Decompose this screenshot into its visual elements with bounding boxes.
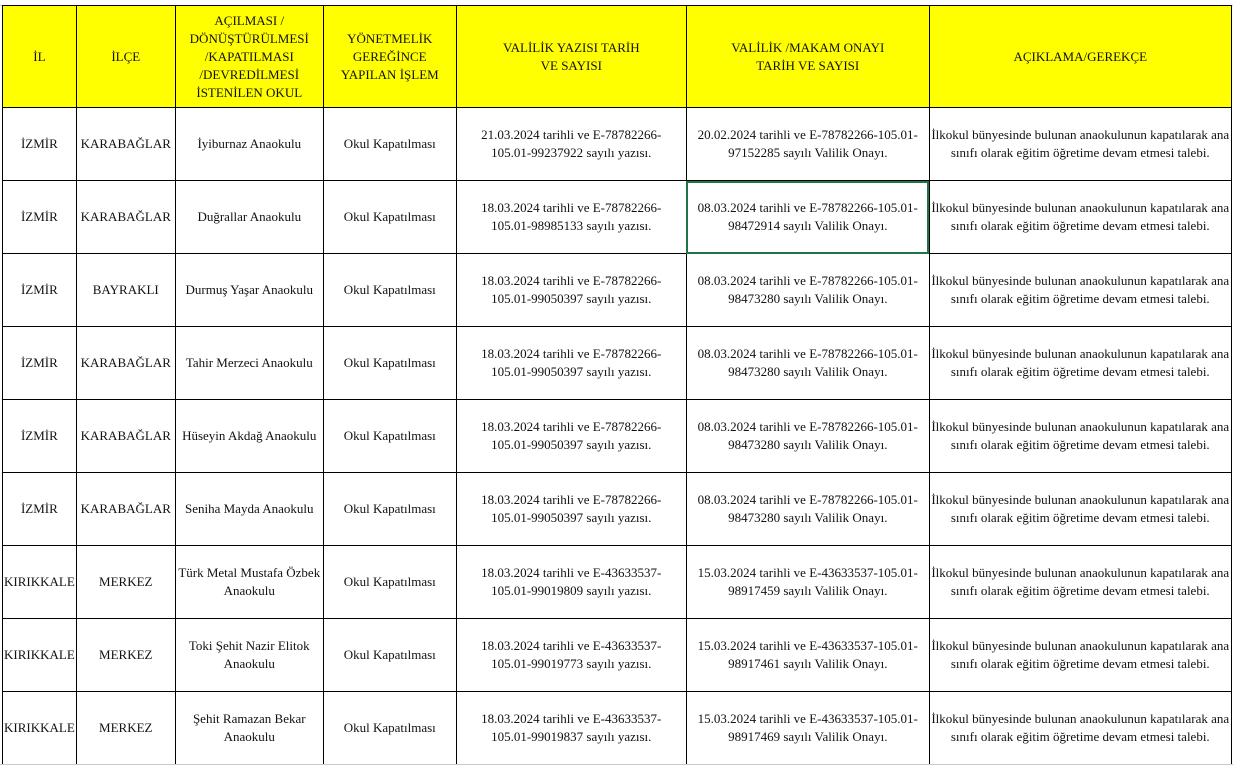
table-row: KIRIKKALE MERKEZ Toki Şehit Nazir Elitok A… [2,618,1232,692]
cell-valilik-yazisi[interactable]: 18.03.2024 tarihli ve E-78782266-105.01-… [455,472,687,546]
cell-valilik-yazisi[interactable]: 21.03.2024 tarihli ve E-78782266-105.01-… [455,107,687,181]
cell-il[interactable]: KIRIKKALE [2,545,77,619]
table-row: İZMİR KARABAĞLAR Hüseyin Akdağ Anaokulu Oku… [2,399,1232,473]
cell-okul[interactable]: İyiburnaz Anaokulu [174,107,324,181]
cell-islem[interactable]: Okul Kapatılması [322,107,457,181]
header-ilce[interactable]: İLÇE [75,5,176,108]
cell-valilik-yazisi[interactable]: 18.03.2024 tarihli ve E-78782266-105.01-… [455,326,687,400]
cell-islem[interactable]: Okul Kapatılması [322,618,457,692]
table-row: KIRIKKALE MERKEZ Türk Metal Mustafa Özbek … [2,545,1232,619]
cell-il[interactable]: İZMİR [2,107,77,181]
cell-makam-onayi[interactable]: 08.03.2024 tarihli ve E-78782266-105.01-… [685,399,930,473]
cell-aciklama[interactable]: İlkokul bünyesinde bulunan anaokulunun k… [928,545,1232,619]
table-row: İZMİR KARABAĞLAR İyiburnaz Anaokulu Okul Ka… [2,107,1232,181]
cell-okul[interactable]: Türk Metal Mustafa Özbek Anaokulu [174,545,324,619]
cell-okul[interactable]: Durmuş Yaşar Anaokulu [174,253,324,327]
header-valilik-yazisi[interactable]: VALİLİK YAZISI TARİH VE SAYISI [455,5,687,108]
cell-okul[interactable]: Hüseyin Akdağ Anaokulu [174,399,324,473]
cell-valilik-yazisi[interactable]: 18.03.2024 tarihli ve E-78782266-105.01-… [455,253,687,327]
cell-aciklama[interactable]: İlkokul bünyesinde bulunan anaokulunun k… [928,399,1232,473]
cell-ilce[interactable]: KARABAĞLAR [75,472,176,546]
cell-islem[interactable]: Okul Kapatılması [322,399,457,473]
sheet-bottom-edge [0,764,1233,769]
cell-ilce[interactable]: MERKEZ [75,618,176,692]
cell-makam-onayi[interactable]: 15.03.2024 tarihli ve E-43633537-105.01-… [685,545,930,619]
cell-aciklama[interactable]: İlkokul bünyesinde bulunan anaokulunun k… [928,180,1232,254]
header-makam-onayi[interactable]: VALİLİK /MAKAM ONAYI TARİH VE SAYISI [685,5,930,108]
cell-ilce[interactable]: KARABAĞLAR [75,107,176,181]
cell-islem[interactable]: Okul Kapatılması [322,253,457,327]
header-okul[interactable]: AÇILMASI / DÖNÜŞTÜRÜLMESİ /KAPATILMASI /… [174,5,324,108]
cell-valilik-yazisi[interactable]: 18.03.2024 tarihli ve E-43633537-105.01-… [455,618,687,692]
cell-il[interactable]: İZMİR [2,472,77,546]
cell-aciklama[interactable]: İlkokul bünyesinde bulunan anaokulunun k… [928,618,1232,692]
table-row: İZMİR KARABAĞLAR Seniha Mayda Anaokulu Okul… [2,472,1232,546]
school-closure-table: İL İLÇE AÇILMASI / DÖNÜŞTÜRÜLMESİ /KAPAT… [2,5,1232,765]
cell-okul[interactable]: Seniha Mayda Anaokulu [174,472,324,546]
cell-il[interactable]: İZMİR [2,326,77,400]
cell-aciklama[interactable]: İlkokul bünyesinde bulunan anaokulunun k… [928,253,1232,327]
cell-ilce[interactable]: BAYRAKLI [75,253,176,327]
cell-makam-onayi[interactable]: 08.03.2024 tarihli ve E-78782266-105.01-… [685,472,930,546]
cell-ilce[interactable]: KARABAĞLAR [75,180,176,254]
cell-islem[interactable]: Okul Kapatılması [322,545,457,619]
cell-il[interactable]: KIRIKKALE [2,618,77,692]
cell-il[interactable]: İZMİR [2,180,77,254]
cell-makam-onayi[interactable]: 08.03.2024 tarihli ve E-78782266-105.01-… [685,326,930,400]
cell-okul[interactable]: Duğrallar Anaokulu [174,180,324,254]
cell-valilik-yazisi[interactable]: 18.03.2024 tarihli ve E-78782266-105.01-… [455,180,687,254]
cell-valilik-yazisi[interactable]: 18.03.2024 tarihli ve E-78782266-105.01-… [455,399,687,473]
cell-okul[interactable]: Tahir Merzeci Anaokulu [174,326,324,400]
cell-il[interactable]: İZMİR [2,399,77,473]
cell-islem[interactable]: Okul Kapatılması [322,326,457,400]
table-row: İZMİR KARABAĞLAR Tahir Merzeci Anaokulu Oku… [2,326,1232,400]
cell-ilce[interactable]: MERKEZ [75,545,176,619]
cell-aciklama[interactable]: İlkokul bünyesinde bulunan anaokulunun k… [928,107,1232,181]
header-row: İL İLÇE AÇILMASI / DÖNÜŞTÜRÜLMESİ /KAPAT… [2,5,1232,108]
cell-okul[interactable]: Şehit Ramazan Bekar Anaokulu [174,691,324,765]
cell-aciklama[interactable]: İlkokul bünyesinde bulunan anaokulunun k… [928,326,1232,400]
table-row: KIRIKKALE MERKEZ Şehit Ramazan Bekar Anaok… [2,691,1232,765]
cell-aciklama[interactable]: İlkokul bünyesinde bulunan anaokulunun k… [928,472,1232,546]
cell-makam-onayi[interactable]: 15.03.2024 tarihli ve E-43633537-105.01-… [685,691,930,765]
cell-ilce[interactable]: MERKEZ [75,691,176,765]
cell-makam-onayi[interactable]: 08.03.2024 tarihli ve E-78782266-105.01-… [685,180,930,254]
cell-okul[interactable]: Toki Şehit Nazir Elitok Anaokulu [174,618,324,692]
cell-ilce[interactable]: KARABAĞLAR [75,399,176,473]
cell-aciklama[interactable]: İlkokul bünyesinde bulunan anaokulunun k… [928,691,1232,765]
cell-islem[interactable]: Okul Kapatılması [322,180,457,254]
cell-ilce[interactable]: KARABAĞLAR [75,326,176,400]
cell-makam-onayi[interactable]: 20.02.2024 tarihli ve E-78782266-105.01-… [685,107,930,181]
cell-islem[interactable]: Okul Kapatılması [322,691,457,765]
cell-makam-onayi[interactable]: 15.03.2024 tarihli ve E-43633537-105.01-… [685,618,930,692]
table-row: İZMİR BAYRAKLI Durmuş Yaşar Anaokulu Okul K… [2,253,1232,327]
header-il[interactable]: İL [2,5,77,108]
cell-makam-onayi[interactable]: 08.03.2024 tarihli ve E-78782266-105.01-… [685,253,930,327]
header-islem[interactable]: YÖNETMELİK GEREĞİNCE YAPILAN İŞLEM [322,5,457,108]
table-row: İZMİR KARABAĞLAR Duğrallar Anaokulu Okul Ka… [2,180,1232,254]
cell-valilik-yazisi[interactable]: 18.03.2024 tarihli ve E-43633537-105.01-… [455,545,687,619]
header-aciklama[interactable]: AÇIKLAMA/GEREKÇE [928,5,1232,108]
cell-il[interactable]: KIRIKKALE [2,691,77,765]
cell-il[interactable]: İZMİR [2,253,77,327]
cell-valilik-yazisi[interactable]: 18.03.2024 tarihli ve E-43633537-105.01-… [455,691,687,765]
cell-islem[interactable]: Okul Kapatılması [322,472,457,546]
